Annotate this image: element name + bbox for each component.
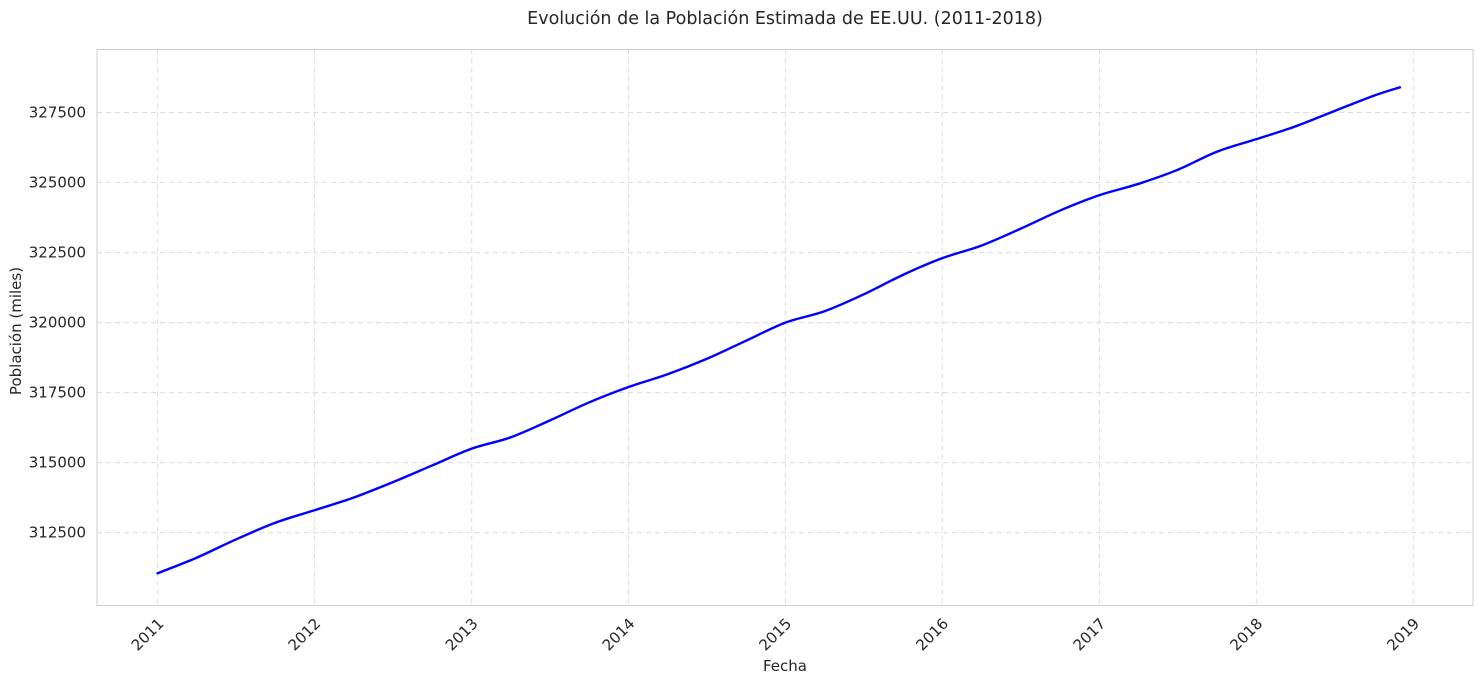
- x-tick-label: 2017: [1070, 615, 1110, 655]
- x-tick-label: 2016: [912, 615, 952, 655]
- y-tick-label: 312500: [29, 524, 86, 542]
- x-axis-label: Fecha: [763, 657, 807, 675]
- y-tick-label: 315000: [29, 454, 86, 472]
- x-axis-ticks: 2011 2012 2013 2014 2015 2016 2017 2018 2019: [128, 615, 1423, 655]
- plot-area-frame: [96, 49, 1474, 606]
- chart-title: Evolución de la Población Estimada de EE…: [527, 9, 1043, 29]
- y-axis-label: Población (miles): [7, 267, 25, 395]
- series-line: [156, 86, 1402, 575]
- y-tick-label: 327500: [29, 104, 86, 122]
- y-tick-label: 322500: [29, 244, 86, 262]
- grid: [97, 49, 1473, 606]
- x-tick-label: 2012: [285, 615, 325, 655]
- y-tick-label: 320000: [29, 314, 86, 332]
- x-tick-label: 2014: [599, 615, 639, 655]
- x-tick-label: 2019: [1383, 615, 1423, 655]
- y-axis-ticks: 312500 315000 317500 320000 322500 325000 3275…: [29, 104, 86, 542]
- y-tick-label: 325000: [29, 174, 86, 192]
- x-tick-label: 2013: [442, 615, 482, 655]
- x-tick-label: 2015: [756, 615, 796, 655]
- x-tick-label: 2011: [128, 615, 168, 655]
- y-tick-label: 317500: [29, 384, 86, 402]
- x-tick-label: 2018: [1227, 615, 1267, 655]
